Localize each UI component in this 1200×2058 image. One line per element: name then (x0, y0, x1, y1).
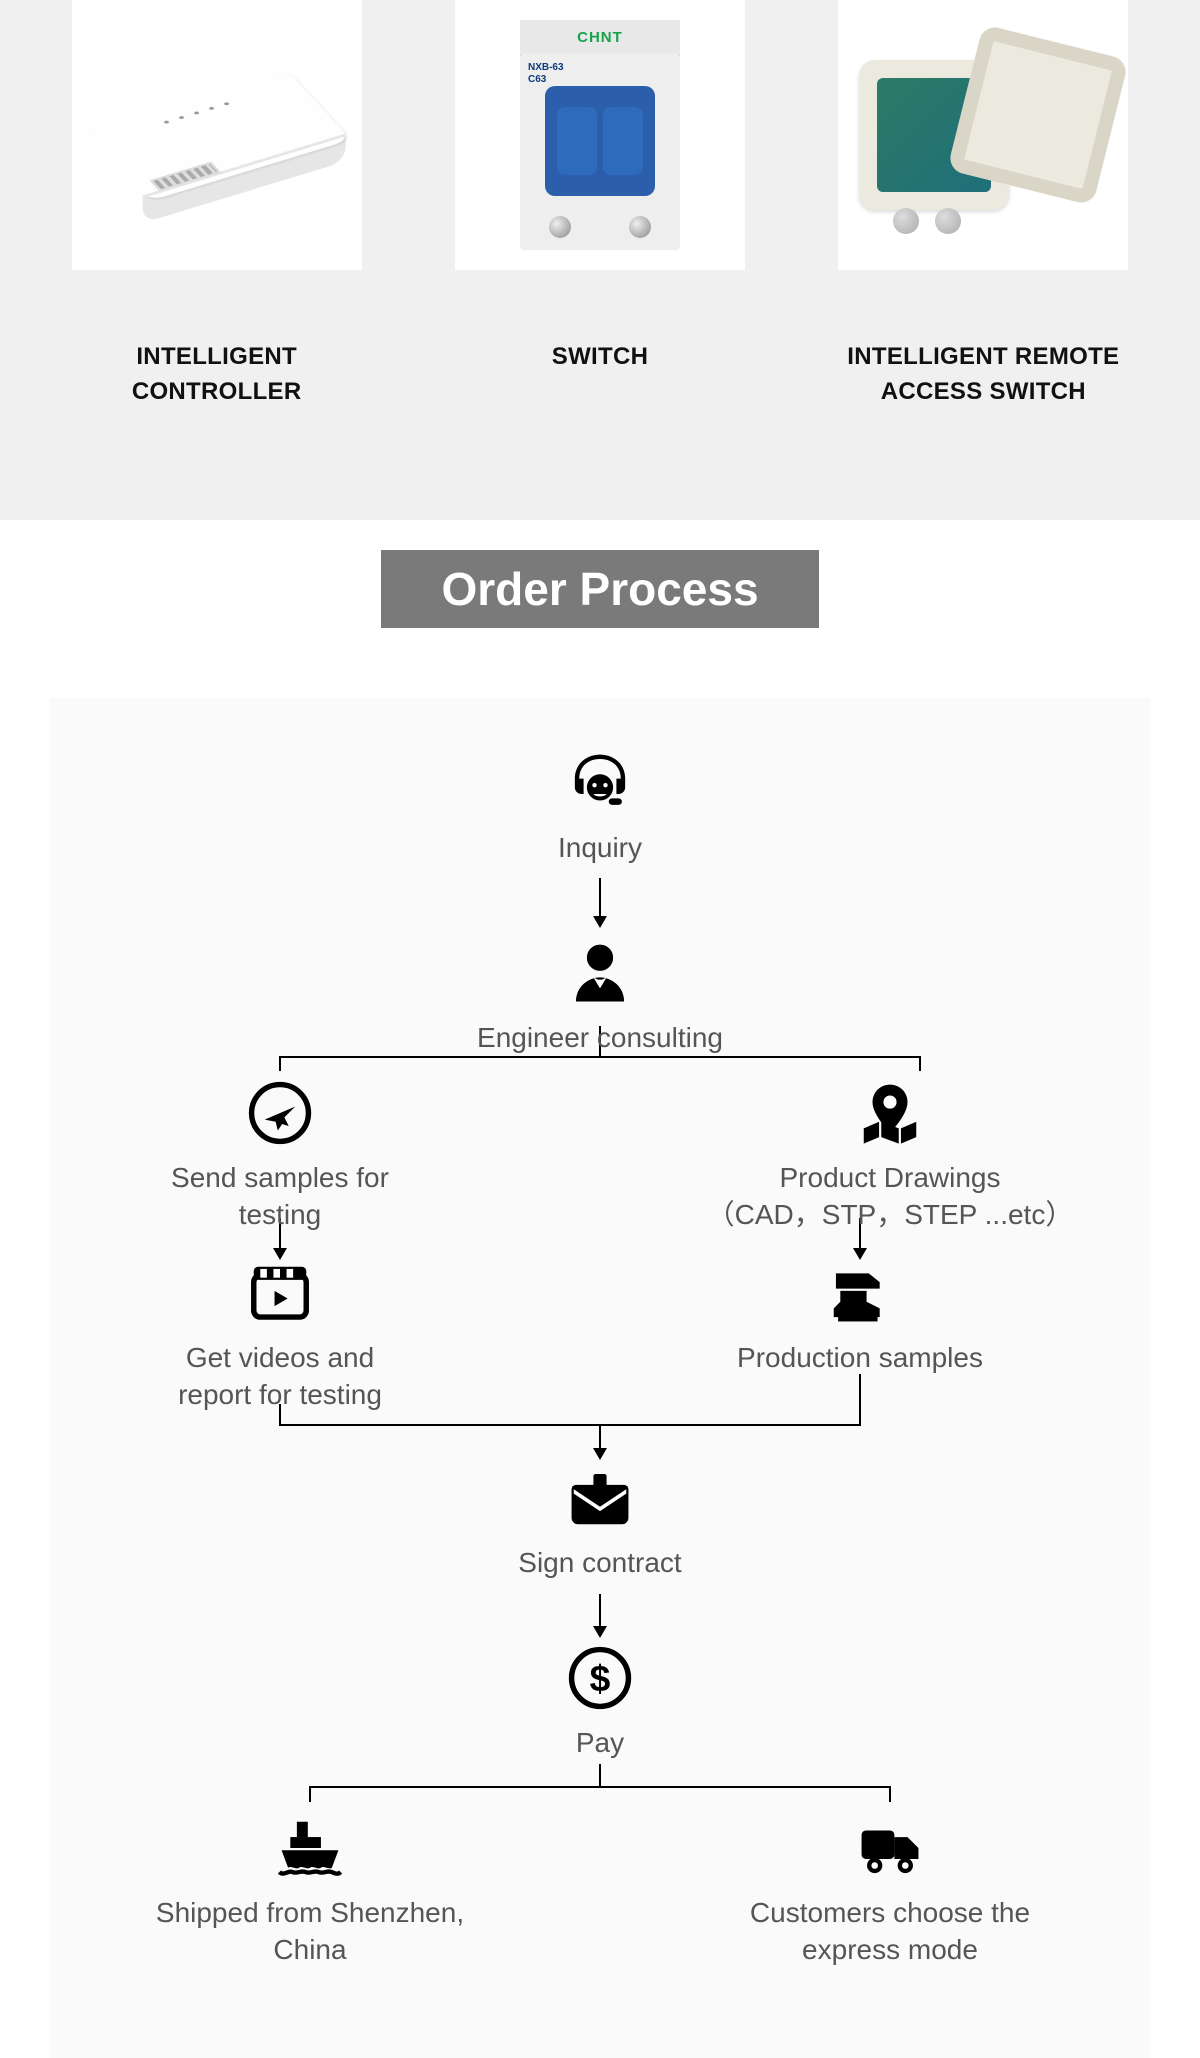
conn-merge-right-v (859, 1374, 861, 1424)
product-image-switch: CHNT NXB-63C63 (455, 0, 745, 270)
label-contract: Sign contract (518, 1544, 681, 1582)
map-pin-icon (850, 1073, 930, 1153)
breaker-mock: CHNT NXB-63C63 (520, 20, 680, 250)
video-icon (240, 1253, 320, 1333)
products-row: INTELLIGENT CONTROLLER CHNT NXB-63C63 SW… (60, 0, 1140, 410)
node-express: Customers choose the express mode (730, 1808, 1050, 1970)
dollar-circle-icon: $ (560, 1638, 640, 1718)
arrow-inquiry-engineer (593, 916, 607, 928)
breaker-brand: CHNT (520, 20, 680, 56)
conn-split-2-h (309, 1786, 891, 1788)
conn-split-1-right (919, 1056, 921, 1071)
controller-mock (82, 69, 351, 202)
product-card-remote: INTELLIGENT REMOTE ACCESS SWITCH (827, 0, 1140, 410)
arrow-contract-pay (593, 1626, 607, 1638)
node-prodsamp: Production samples (710, 1253, 1010, 1377)
node-drawings: Product Drawings （CAD，STP，STEP ...etc） (670, 1073, 1110, 1235)
conn-contract-pay (599, 1594, 601, 1626)
truck-icon (850, 1808, 930, 1888)
label-drawings: Product Drawings （CAD，STP，STEP ...etc） (707, 1159, 1074, 1235)
product-label-controller: INTELLIGENT CONTROLLER (60, 340, 373, 410)
label-inquiry: Inquiry (558, 829, 642, 867)
node-inquiry: Inquiry (520, 743, 680, 867)
label-videos: Get videos and report for testing (178, 1339, 382, 1415)
svg-text:$: $ (590, 1657, 611, 1699)
label-express: Customers choose the express mode (750, 1894, 1030, 1970)
plane-circle-icon (240, 1073, 320, 1153)
node-engineer: Engineer consulting (460, 933, 740, 1057)
node-contract: Sign contract (490, 1458, 710, 1582)
ship-icon (270, 1808, 350, 1888)
conn-split-2-right (889, 1786, 891, 1802)
headset-icon (560, 743, 640, 823)
label-pay: Pay (576, 1724, 624, 1762)
node-samples: Send samples for testing (140, 1073, 420, 1235)
conn-split-2-left (309, 1786, 311, 1802)
conn-split-1-left (279, 1056, 281, 1071)
product-card-controller: INTELLIGENT CONTROLLER (60, 0, 373, 410)
products-strip: INTELLIGENT CONTROLLER CHNT NXB-63C63 SW… (0, 0, 1200, 520)
person-icon (560, 933, 640, 1013)
conn-merge-h (279, 1424, 861, 1426)
envelope-icon (560, 1458, 640, 1538)
conn-pay-down (599, 1764, 601, 1786)
product-card-switch: CHNT NXB-63C63 SWITCH (443, 0, 756, 410)
remote-mock (853, 40, 1113, 230)
label-prodsamp: Production samples (737, 1339, 983, 1377)
node-pay: $ Pay (520, 1638, 680, 1762)
product-image-remote (838, 0, 1128, 270)
label-samples: Send samples for testing (171, 1159, 389, 1235)
node-videos: Get videos and report for testing (140, 1253, 420, 1415)
label-shipped: Shipped from Shenzhen, China (156, 1894, 464, 1970)
product-label-remote: INTELLIGENT REMOTE ACCESS SWITCH (847, 340, 1119, 410)
order-process-banner: Order Process (381, 550, 818, 628)
product-image-controller (72, 0, 362, 270)
conn-merge-down (599, 1424, 601, 1448)
label-engineer: Engineer consulting (477, 1019, 723, 1057)
banner-wrap: Order Process (0, 520, 1200, 628)
node-shipped: Shipped from Shenzhen, China (140, 1808, 480, 1970)
machine-icon (820, 1253, 900, 1333)
conn-inquiry-engineer (599, 878, 601, 916)
flowchart: Inquiry Engineer consulting Send samples… (50, 698, 1150, 2058)
product-label-switch: SWITCH (552, 340, 648, 375)
